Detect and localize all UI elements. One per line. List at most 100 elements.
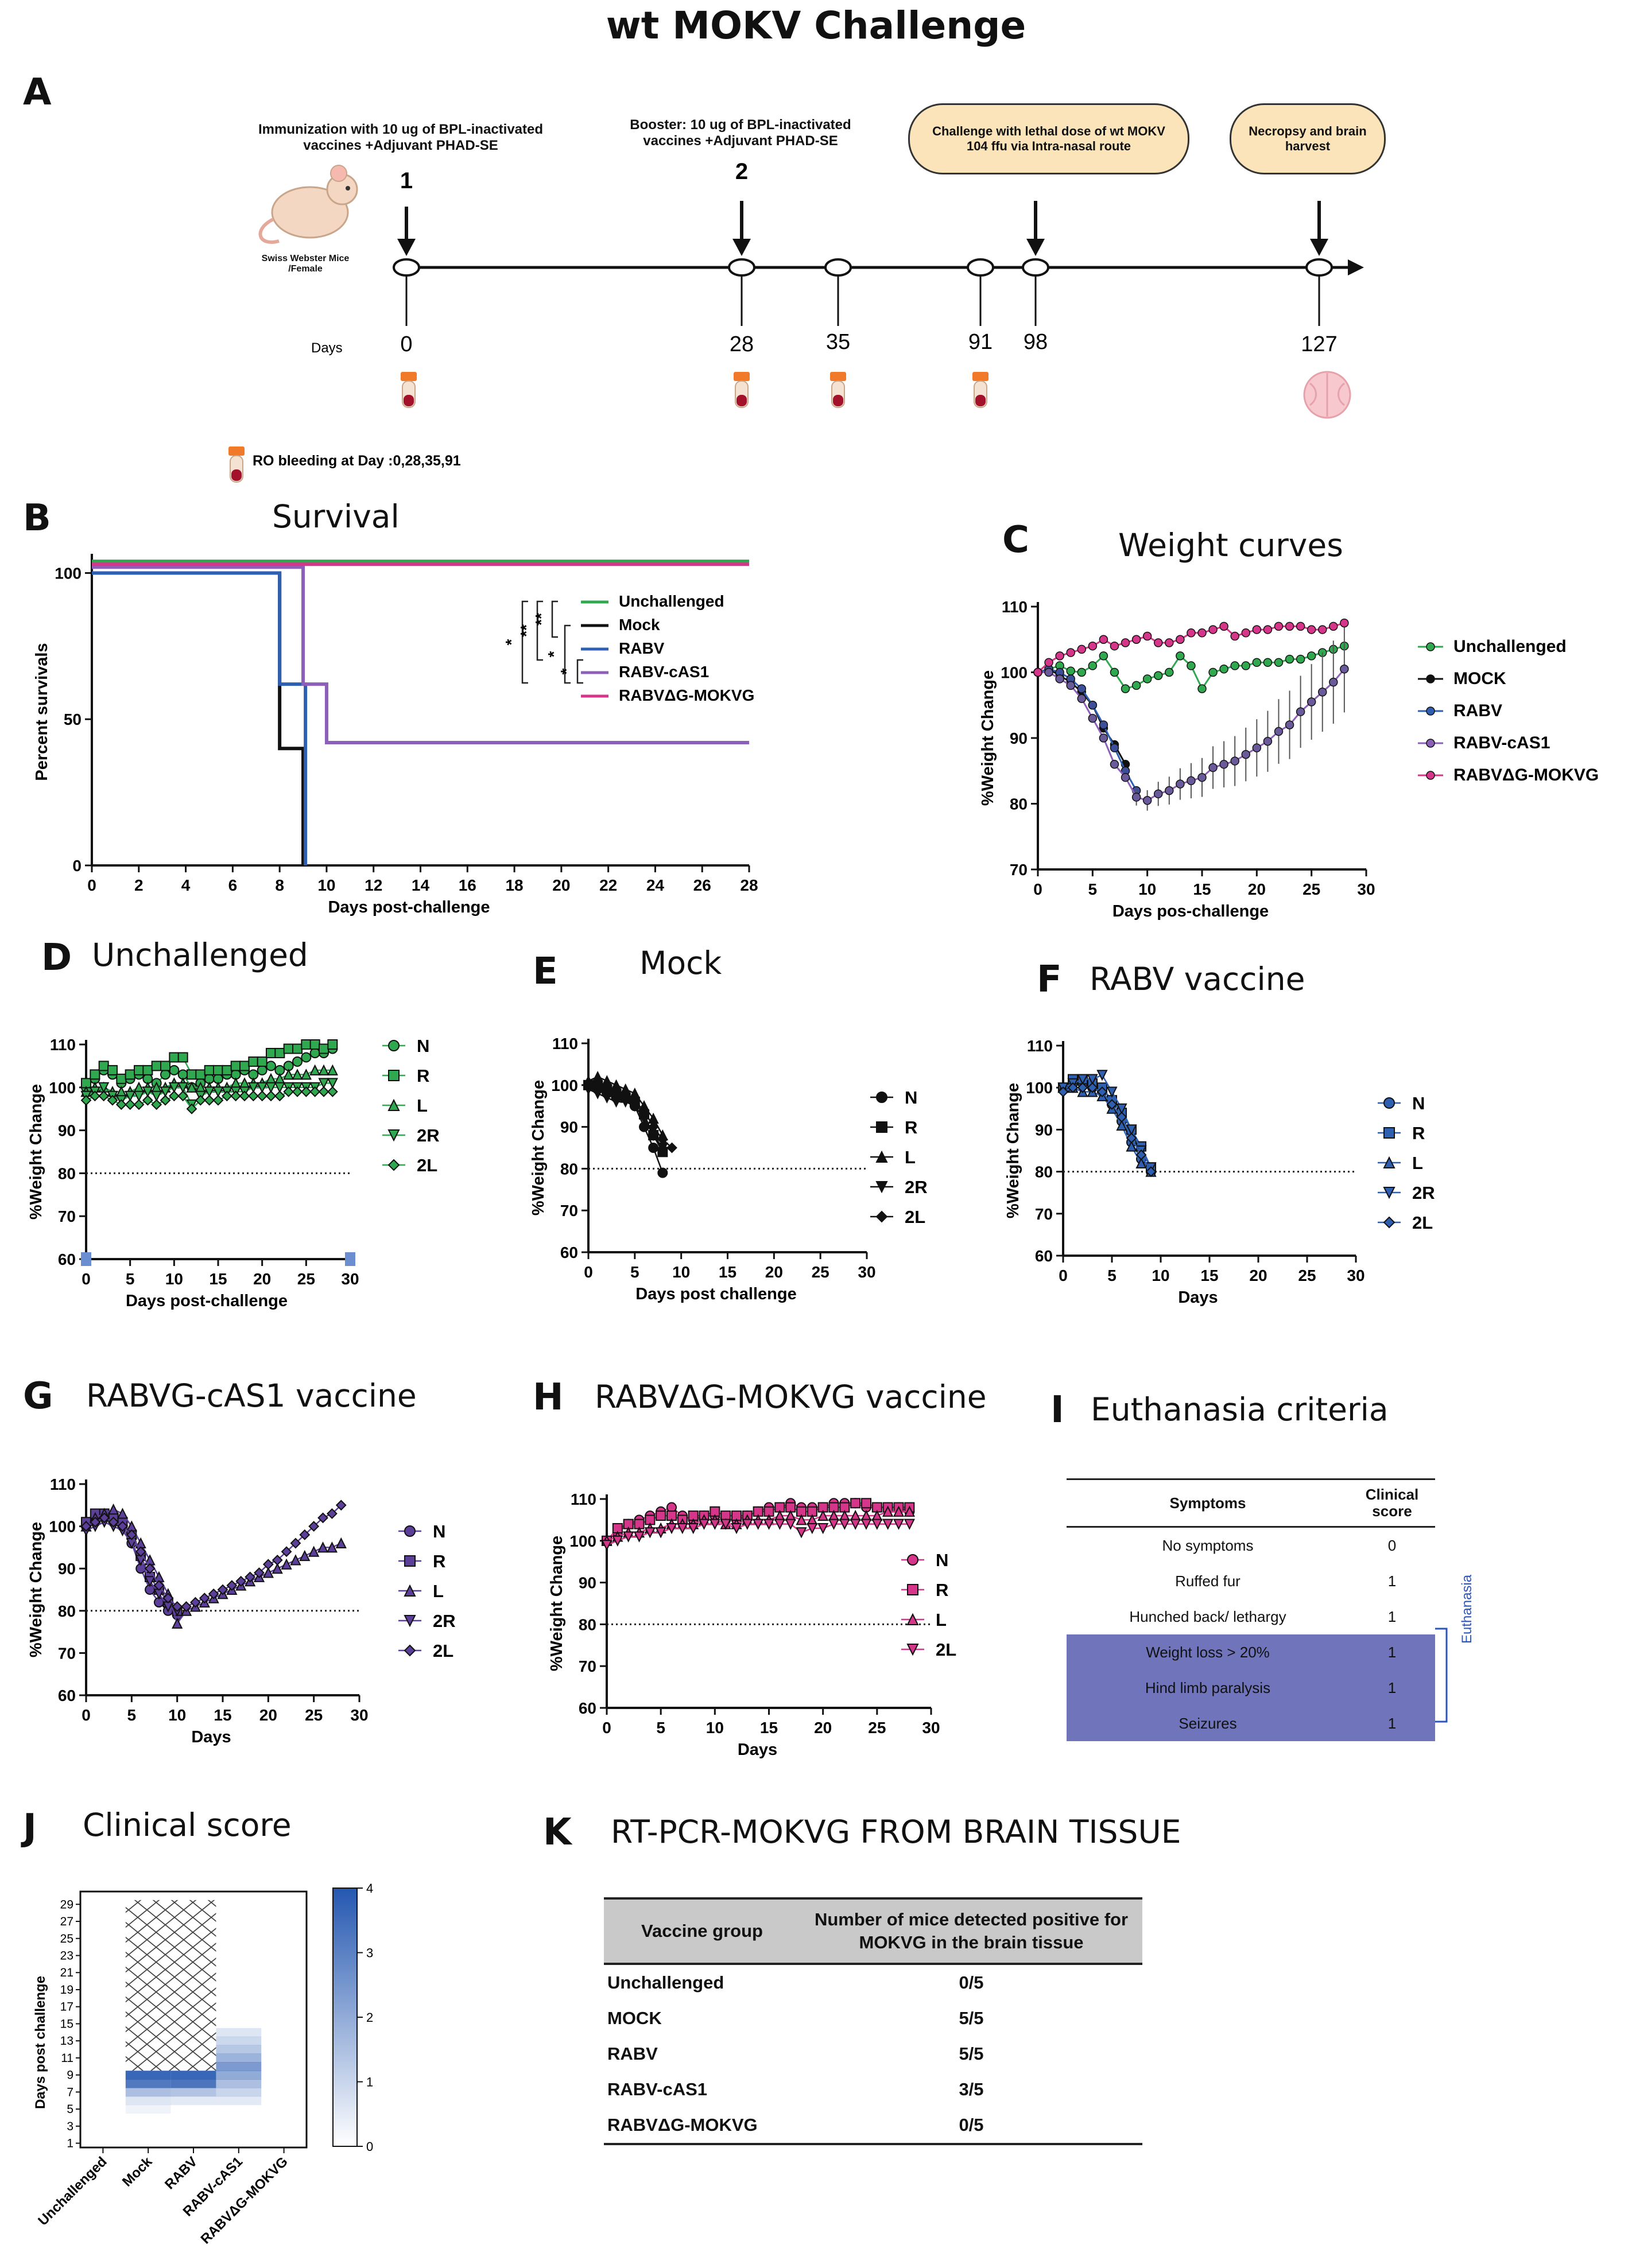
x-tick-label: 0 xyxy=(82,1706,91,1724)
data-point xyxy=(1121,772,1130,782)
data-point xyxy=(117,1508,129,1519)
data-point xyxy=(404,1644,416,1657)
data-point xyxy=(601,1075,613,1086)
necropsy-box: Necropsy and brain harvest xyxy=(1230,103,1386,174)
y-tick-label: 29 xyxy=(60,1898,73,1911)
x-tick-label: 5 xyxy=(656,1719,665,1737)
data-point xyxy=(709,1519,720,1530)
x-tick-label: 5 xyxy=(1088,880,1098,898)
data-point xyxy=(290,1537,301,1549)
data-point xyxy=(882,1519,894,1530)
x-tick-label: 4 xyxy=(181,876,191,894)
y-tick-label: 110 xyxy=(50,1475,76,1493)
value-cell: 0/5 xyxy=(959,1972,984,1993)
series-line xyxy=(1063,1074,1152,1168)
colorbar-tick-label: 4 xyxy=(366,1881,373,1896)
data-point xyxy=(1110,760,1119,769)
data-point xyxy=(1274,658,1284,667)
y-axis-label: Percent survivals xyxy=(33,643,51,780)
data-point xyxy=(327,1039,338,1050)
data-point xyxy=(281,1558,292,1570)
data-point xyxy=(172,1617,183,1629)
legend-label: R xyxy=(905,1117,917,1137)
data-point xyxy=(117,1521,128,1532)
data-point xyxy=(1145,1166,1157,1178)
x-tick-label: 30 xyxy=(1357,880,1375,898)
data-point xyxy=(98,1090,110,1102)
x-tick-label: 28 xyxy=(740,876,758,894)
data-point xyxy=(245,1571,256,1583)
y-tick-label: 90 xyxy=(560,1119,578,1136)
data-point xyxy=(638,1105,650,1116)
data-point xyxy=(828,1519,840,1530)
legend-label: RABVΔG-MOKVG xyxy=(619,686,754,704)
data-point xyxy=(195,1094,206,1106)
y-axis-label: %Weight Change xyxy=(979,670,997,806)
data-point xyxy=(1131,681,1141,690)
brain-icon xyxy=(1303,371,1351,419)
legend-label: N xyxy=(433,1521,445,1541)
data-point xyxy=(126,1529,137,1540)
chart-D: 0 5 10 15 20 25 30 60 70 80 90 100 110 Days post-chal… xyxy=(27,1036,440,1310)
data-point xyxy=(785,1519,796,1530)
data-point xyxy=(168,1090,180,1102)
data-point xyxy=(125,1090,136,1102)
data-point xyxy=(262,1559,274,1570)
data-point xyxy=(906,1644,919,1656)
panel-label-d: D xyxy=(41,937,72,979)
y-axis-label: %Weight Change xyxy=(27,1084,45,1220)
x-tick-label: 22 xyxy=(599,876,617,894)
legend-label: 2R xyxy=(1412,1183,1435,1203)
data-point xyxy=(592,1071,603,1082)
data-point xyxy=(1116,1119,1127,1131)
data-point xyxy=(90,1069,100,1080)
group-cell: RABVΔG-MOKVG xyxy=(604,2107,800,2145)
x-tick-label: 14 xyxy=(412,876,430,894)
data-point xyxy=(633,1531,645,1543)
data-point xyxy=(1187,628,1196,638)
legend-label: Unchallenged xyxy=(1453,637,1567,656)
x-tick-label: 10 xyxy=(168,1706,186,1724)
panel-label-f: F xyxy=(1037,958,1062,1001)
legend-label: Unchallenged xyxy=(619,592,724,610)
colorbar-tick-label: 1 xyxy=(366,2075,373,2090)
data-point xyxy=(300,1069,312,1080)
timeline-node xyxy=(824,258,852,277)
data-point xyxy=(187,1069,197,1080)
data-point xyxy=(239,1090,250,1102)
legend-label: L xyxy=(1412,1153,1423,1173)
x-axis-label: Days post-challenge xyxy=(328,898,490,916)
chart-E: 0 5 10 15 20 25 30 60 70 80 90 100 110 Days post chal… xyxy=(529,1035,928,1303)
y-tick-label: 15 xyxy=(60,2017,73,2030)
data-point xyxy=(648,1143,659,1153)
data-point xyxy=(309,1047,320,1058)
y-tick-label: 90 xyxy=(579,1574,596,1592)
data-point xyxy=(189,1597,201,1608)
data-point xyxy=(1219,665,1228,674)
data-point xyxy=(1135,1157,1147,1168)
heatmap-cell xyxy=(216,2036,262,2046)
data-point xyxy=(1241,661,1251,670)
data-point xyxy=(1383,1216,1395,1229)
legend-label: 2L xyxy=(417,1155,437,1175)
data-point xyxy=(108,1516,119,1528)
step-number-2: 2 xyxy=(735,159,748,184)
x-tick-label: 20 xyxy=(814,1719,832,1737)
data-point xyxy=(1230,631,1239,641)
heatmap-cell xyxy=(216,2079,262,2088)
data-point xyxy=(1110,641,1119,651)
data-point xyxy=(283,1043,294,1054)
data-point xyxy=(98,1061,109,1071)
data-point xyxy=(893,1519,905,1530)
data-point xyxy=(1066,648,1075,657)
data-point xyxy=(1307,697,1316,706)
data-point xyxy=(907,1554,918,1566)
legend-label: L xyxy=(417,1096,428,1116)
x-tick-label: 25 xyxy=(812,1263,829,1281)
data-point xyxy=(1126,1124,1137,1136)
y-tick-label: 90 xyxy=(1035,1121,1053,1139)
data-point xyxy=(666,1142,677,1154)
significance-bracket xyxy=(551,600,558,638)
legend-marker xyxy=(1426,642,1435,651)
